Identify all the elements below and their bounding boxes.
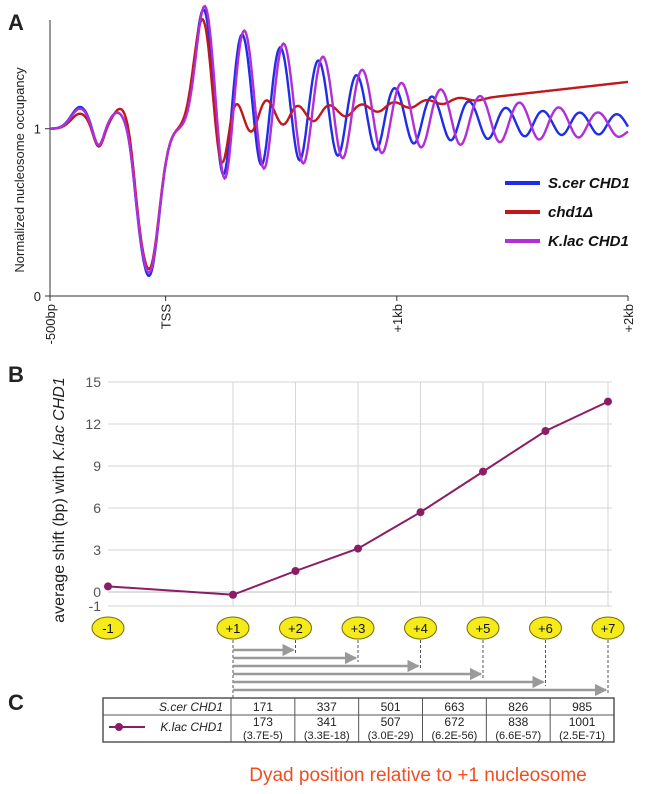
panel-a-series-line-1: [49, 7, 630, 277]
table-row-label-klac: K.lac CHD1: [160, 720, 223, 734]
table-cell-pvalue: (3.7E-5): [243, 730, 283, 742]
panel-a-axes: [49, 20, 628, 297]
panel-a-x-ticks: -500bp TSS +1kb +2kb: [43, 296, 636, 344]
panel-b-y-tick-label: 12: [85, 416, 101, 432]
panel-a-series-line-3: [49, 4, 629, 274]
panel-b-data-point: [541, 427, 550, 435]
panel-b-data-point: [354, 544, 362, 553]
panel-b-ylabel: average shift (bp) with K.lac CHD1: [51, 377, 68, 622]
panel-label-c: C: [8, 690, 24, 715]
nucleosome-label: +2: [288, 621, 303, 636]
panel-a-y-ticks: 01: [34, 122, 50, 304]
panel-b-data-point: [416, 508, 425, 517]
table-cell-klac: 672: [444, 715, 464, 729]
panel-b-data-point: [291, 567, 300, 575]
nucleosome-label: +3: [351, 621, 366, 636]
nucleosome-ellipse: [591, 616, 625, 640]
panel-a-legend-label-1: S.cer CHD1: [548, 175, 630, 192]
table-cell-klac: 341: [317, 715, 337, 729]
panel-b-y-tick-label: 15: [85, 374, 101, 390]
panel-b-y-tick-label: 3: [93, 542, 101, 558]
panel-a-x-tick-label: TSS: [159, 304, 174, 330]
panel-label-a: A: [8, 10, 24, 35]
panel-c-footer: Dyad position relative to +1 nucleosome: [249, 765, 586, 786]
nucleosome-ellipse: [341, 616, 375, 640]
table-row-label-scer: S.cer CHD1: [159, 700, 223, 714]
nucleosome-label: +5: [476, 621, 491, 636]
panel-b-y-tick-label: 0: [93, 584, 101, 600]
panel-b-y-tick-label: 9: [93, 458, 101, 474]
table-cell-pvalue: (2.5E-71): [559, 730, 605, 742]
nucleosome-label: +7: [601, 621, 616, 636]
table-cell-klac: 173: [253, 715, 273, 729]
table-cell-scer: 663: [444, 700, 464, 714]
panel-b-grid: [108, 381, 612, 607]
table-cell-klac: 838: [508, 715, 528, 729]
panel-b-y-tick-label: 6: [93, 500, 101, 516]
panel-b-ylabel-italic: K.lac CHD1: [51, 377, 68, 461]
nucleosome-label: +4: [413, 621, 428, 636]
panel-b-series-line: [107, 400, 609, 596]
panel-a-x-tick-label: +1kb: [390, 304, 405, 333]
panel-b-data-point: [604, 397, 612, 406]
panel-label-b: B: [8, 362, 24, 387]
panel-a-legend-label-2: chd1Δ: [548, 204, 593, 221]
panel-a-legend-label-3: K.lac CHD1: [548, 233, 629, 250]
nucleosome-ellipse: [466, 616, 500, 640]
panel-a-series: [49, 4, 630, 277]
table-cell-pvalue: (6.2E-56): [431, 730, 477, 742]
table-cell-scer: 985: [572, 700, 592, 714]
nucleosome-ellipse: [216, 616, 250, 640]
table-cell-scer: 337: [317, 700, 337, 714]
panel-b-dyad-arrows: [232, 640, 609, 698]
panel-a-x-tick-label: +2kb: [621, 304, 636, 333]
table-cell-klac: 507: [381, 715, 401, 729]
table-cell-scer: 826: [508, 700, 528, 714]
table-cell-pvalue: (3.3E-18): [304, 730, 350, 742]
table-klac-swatch-dot: [115, 723, 123, 731]
nucleosome-ellipse: [279, 616, 312, 640]
panel-b-ylabel-prefix: average shift (bp) with: [51, 461, 68, 623]
table-cell-pvalue: (6.6E-57): [495, 730, 541, 742]
table-cell-scer: 171: [253, 700, 273, 714]
panel-b-y-ticks: -10 3 6 9 12 15: [85, 374, 101, 614]
panel-a-x-tick-label: -500bp: [43, 304, 58, 344]
nucleosome-label: +6: [538, 621, 553, 636]
panel-a-y-tick-label: 1: [34, 122, 41, 137]
panel-a-ylabel: Normalized nucleosome occupancy: [12, 67, 27, 273]
panel-b-data-point: [479, 467, 487, 476]
nucleosome-ellipse: [91, 616, 125, 640]
panel-b-series: [104, 397, 612, 599]
table-cell-klac: 1001: [569, 715, 596, 729]
table-cell-scer: 501: [381, 700, 401, 714]
panel-a-legend: S.cer CHD1 chd1Δ K.lac CHD1: [505, 175, 630, 250]
nucleosome-label: -1: [102, 621, 114, 636]
nucleosome-ellipse: [404, 616, 437, 640]
nucleosome-ellipse: [529, 616, 562, 640]
panel-b-y-tick-label: -1: [89, 598, 102, 614]
panel-b-data-point: [104, 582, 112, 591]
panel-b-nucleosome-labels: -1 +1 +2 +3 +4 +5 +6 +7: [91, 616, 625, 640]
table-cell-pvalue: (3.0E-29): [368, 730, 414, 742]
panel-a-y-tick-label: 0: [34, 289, 41, 304]
panel-b-data-point: [229, 590, 237, 599]
nucleosome-label: +1: [226, 621, 241, 636]
